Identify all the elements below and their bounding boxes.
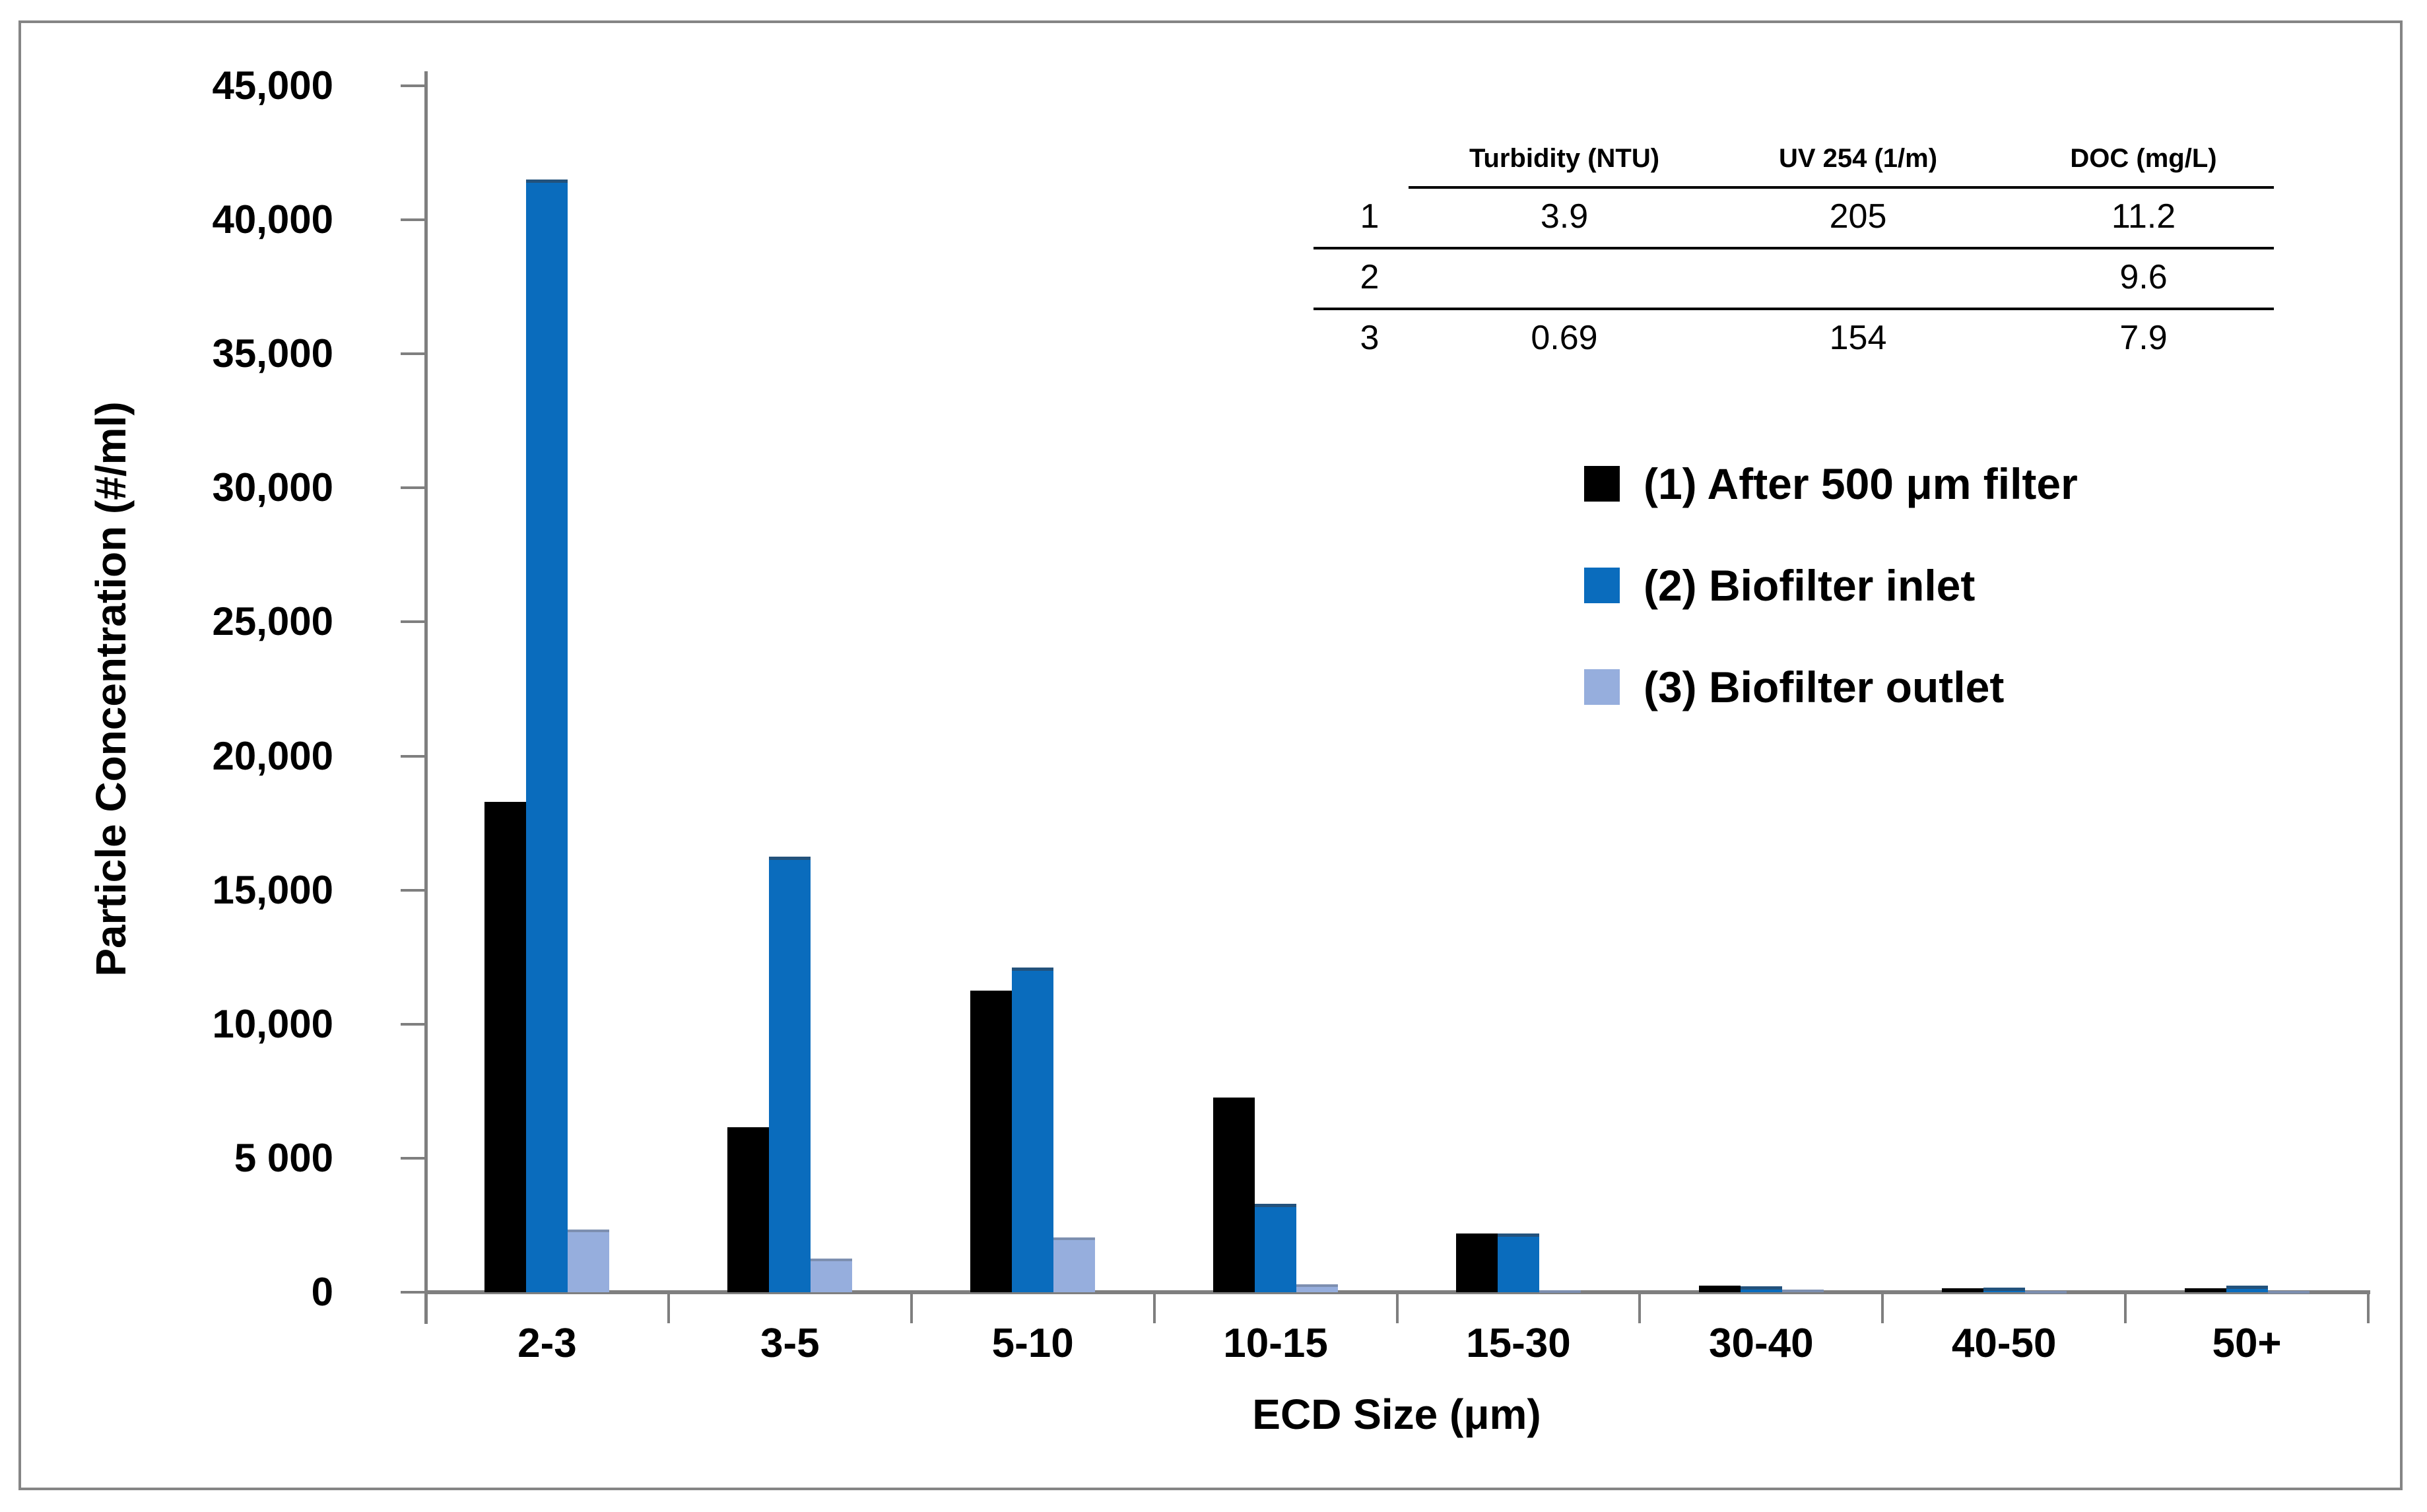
- turbidity-value: 3.9: [1540, 197, 1589, 236]
- y-tick-label: 15,000: [212, 867, 333, 912]
- bar-2-5-10: [1012, 968, 1054, 1292]
- y-tick-label: 35,000: [212, 331, 333, 376]
- x-axis-tick: [910, 1292, 913, 1323]
- uv254-value: 154: [1829, 319, 1887, 357]
- x-axis-tick: [1395, 1292, 1399, 1323]
- table-row-rule: [1313, 247, 2274, 249]
- legend-swatch-blue-icon: [1584, 568, 1620, 603]
- x-axis-title: ECD Size (μm): [1252, 1391, 1541, 1438]
- bar-2-15-30: [1497, 1233, 1539, 1292]
- bar-2-30-40: [1740, 1286, 1782, 1292]
- y-tick-label: 45,000: [212, 63, 333, 108]
- x-axis-tick: [2367, 1292, 2370, 1323]
- x-category-label: 15-30: [1466, 1321, 1571, 1366]
- bar-1-2-3: [484, 801, 527, 1292]
- x-axis-tick: [1152, 1292, 1156, 1323]
- y-axis-line: [424, 71, 428, 1324]
- bar-2-3-5: [769, 856, 811, 1292]
- y-axis-tick: [401, 1022, 426, 1026]
- y-tick-label: 30,000: [212, 465, 333, 510]
- bar-3-3-5: [811, 1259, 853, 1292]
- bar-3-2-3: [568, 1229, 610, 1292]
- y-tick-label: 25,000: [212, 599, 333, 644]
- y-axis-tick: [401, 486, 426, 490]
- bar-3-40-50: [2024, 1290, 2067, 1294]
- table-header-row: Turbidity (NTU) UV 254 (1/m) DOC (mg/L): [1313, 131, 2274, 186]
- doc-value: 9.6: [2119, 258, 2168, 296]
- bar-1-3-5: [727, 1127, 770, 1292]
- y-tick-label: 20,000: [212, 733, 333, 778]
- y-axis-tick: [401, 754, 426, 758]
- table-header-rule: [1409, 186, 2274, 189]
- legend-entry-biofilter-outlet: (3) Biofilter outlet: [1584, 665, 2078, 709]
- y-tick-label: 0: [311, 1270, 333, 1314]
- legend-swatch-lightblue-icon: [1584, 669, 1620, 705]
- y-axis-tick: [401, 1156, 426, 1160]
- row-label: 2: [1360, 258, 1380, 296]
- bar-2-10-15: [1255, 1203, 1297, 1292]
- y-axis-title: Particle Concentration (#/ml): [87, 401, 135, 977]
- table-row: 1 3.9 205 11.2: [1313, 186, 2274, 247]
- bar-1-5-10: [970, 991, 1013, 1292]
- x-axis-tick: [1638, 1292, 1642, 1323]
- x-axis-tick: [667, 1292, 670, 1323]
- turbidity-value: 0.69: [1531, 319, 1598, 357]
- y-axis-tick: [401, 620, 426, 624]
- bar-1-10-15: [1213, 1098, 1255, 1292]
- table-row: 3 0.69 154 7.9: [1313, 308, 2274, 368]
- legend: (1) After 500 μm filter (2) Biofilter in…: [1584, 462, 2078, 767]
- bar-2-40-50: [1983, 1288, 2025, 1292]
- legend-entry-biofilter-inlet: (2) Biofilter inlet: [1584, 564, 2078, 607]
- bar-1-15-30: [1455, 1233, 1498, 1292]
- bar-1-50+: [2184, 1288, 2226, 1292]
- y-axis-tick: [401, 218, 426, 222]
- y-axis-tick: [401, 1291, 426, 1294]
- x-axis-tick: [424, 1292, 427, 1323]
- legend-swatch-black-icon: [1584, 466, 1620, 502]
- y-tick-label: 40,000: [212, 197, 333, 242]
- legend-label: (3) Biofilter outlet: [1644, 663, 2005, 711]
- uv254-value: 205: [1829, 197, 1887, 236]
- x-category-label: 40-50: [1951, 1321, 2057, 1366]
- bar-3-10-15: [1296, 1284, 1339, 1292]
- legend-label: (1) After 500 μm filter: [1644, 459, 2078, 508]
- bar-2-2-3: [526, 180, 568, 1292]
- bar-3-30-40: [1781, 1289, 1824, 1292]
- x-category-label: 5-10: [991, 1321, 1074, 1366]
- x-axis-tick: [1881, 1292, 1884, 1323]
- table-header-doc: DOC (mg/L): [2070, 143, 2217, 173]
- bar-3-50+: [2267, 1290, 2310, 1294]
- y-axis-tick: [401, 888, 426, 892]
- doc-value: 11.2: [2111, 197, 2176, 236]
- x-category-label: 30-40: [1709, 1321, 1814, 1366]
- legend-entry-after-500um-filter: (1) After 500 μm filter: [1584, 462, 2078, 506]
- x-category-label: 50+: [2212, 1321, 2282, 1366]
- y-axis-tick: [401, 352, 426, 356]
- legend-label: (2) Biofilter inlet: [1644, 561, 1976, 610]
- x-category-label: 3-5: [760, 1321, 820, 1366]
- bar-3-15-30: [1539, 1290, 1581, 1293]
- bar-3-5-10: [1053, 1237, 1096, 1292]
- row-label: 3: [1360, 319, 1380, 357]
- table-row: 2 9.6: [1313, 247, 2274, 308]
- x-category-label: 2-3: [517, 1321, 577, 1366]
- table-header-uv254: UV 254 (1/m): [1778, 143, 1938, 173]
- y-axis-tick: [401, 84, 426, 87]
- bar-1-40-50: [1941, 1288, 1983, 1292]
- x-category-label: 10-15: [1223, 1321, 1328, 1366]
- table-row-rule: [1313, 308, 2274, 310]
- water-quality-table: Turbidity (NTU) UV 254 (1/m) DOC (mg/L) …: [1313, 131, 2274, 368]
- bar-1-30-40: [1698, 1285, 1741, 1292]
- row-label: 1: [1360, 197, 1380, 236]
- figure-border: [18, 20, 2403, 1490]
- y-tick-label: 5 000: [234, 1135, 333, 1180]
- x-axis-tick: [2124, 1292, 2127, 1323]
- doc-value: 7.9: [2119, 319, 2168, 357]
- y-tick-label: 10,000: [212, 1001, 333, 1046]
- bar-2-50+: [2226, 1285, 2268, 1292]
- table-header-turbidity: Turbidity (NTU): [1469, 143, 1660, 173]
